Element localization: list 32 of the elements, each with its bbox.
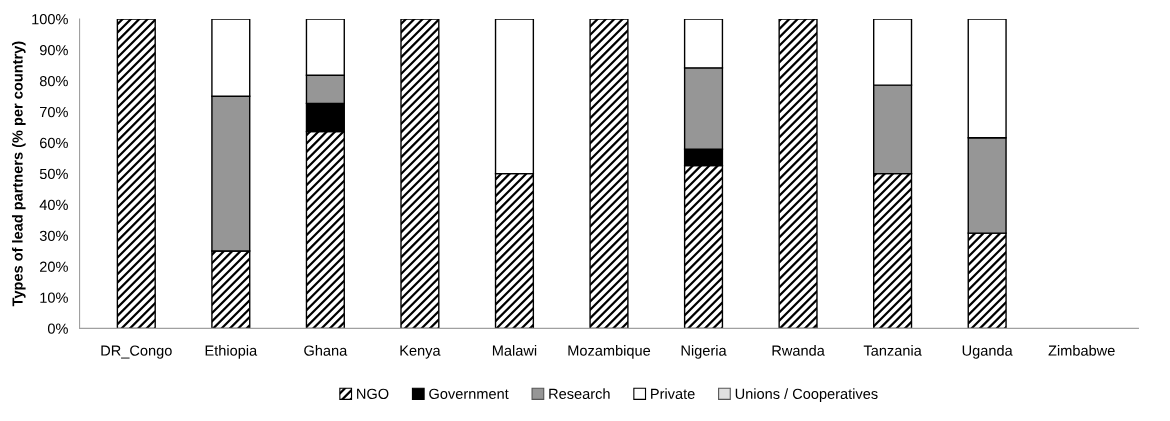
legend-label: Research <box>549 388 610 400</box>
y-tick-label: 70% <box>40 106 68 118</box>
y-tick-label: 20% <box>40 261 68 272</box>
y-tick-label: 50% <box>39 168 68 180</box>
y-tick-label: 60% <box>40 137 68 149</box>
x-tick-label: Mozambique <box>568 345 651 359</box>
y-tick-label: 30% <box>39 230 68 241</box>
x-tick-label: Nigeria <box>681 345 727 359</box>
x-tick-label: Zimbabwe <box>1048 345 1115 356</box>
x-tick-label: Ghana <box>304 345 348 356</box>
y-tick-label: 10% <box>40 292 68 303</box>
x-tick-label: DR_Congo <box>101 345 172 359</box>
x-tick-label: Malawi <box>492 345 537 356</box>
bar <box>116 18 156 329</box>
y-tick-label: 80% <box>39 75 68 87</box>
x-tick-label: Ethiopia <box>205 345 258 359</box>
legend-label: Government <box>429 388 509 400</box>
legend-label: Private <box>651 388 695 400</box>
x-tick-label: Kenya <box>400 345 441 359</box>
legend-label: Unions / Cooperatives <box>735 388 878 402</box>
x-tick-label: Uganda <box>962 345 1013 359</box>
y-axis-title: Types of lead partners (% per country) <box>12 41 26 307</box>
bar <box>589 18 629 329</box>
x-tick-label: Tanzania <box>863 345 922 356</box>
legend-label: NGO <box>357 388 389 400</box>
y-tick-label: 0% <box>47 323 68 334</box>
y-tick-label: 40% <box>39 199 68 211</box>
y-tick-label: 90% <box>39 44 68 56</box>
bar <box>778 18 818 329</box>
bar <box>400 18 440 329</box>
x-tick-label: Rwanda <box>772 345 825 356</box>
y-tick-label: 100% <box>32 14 68 25</box>
